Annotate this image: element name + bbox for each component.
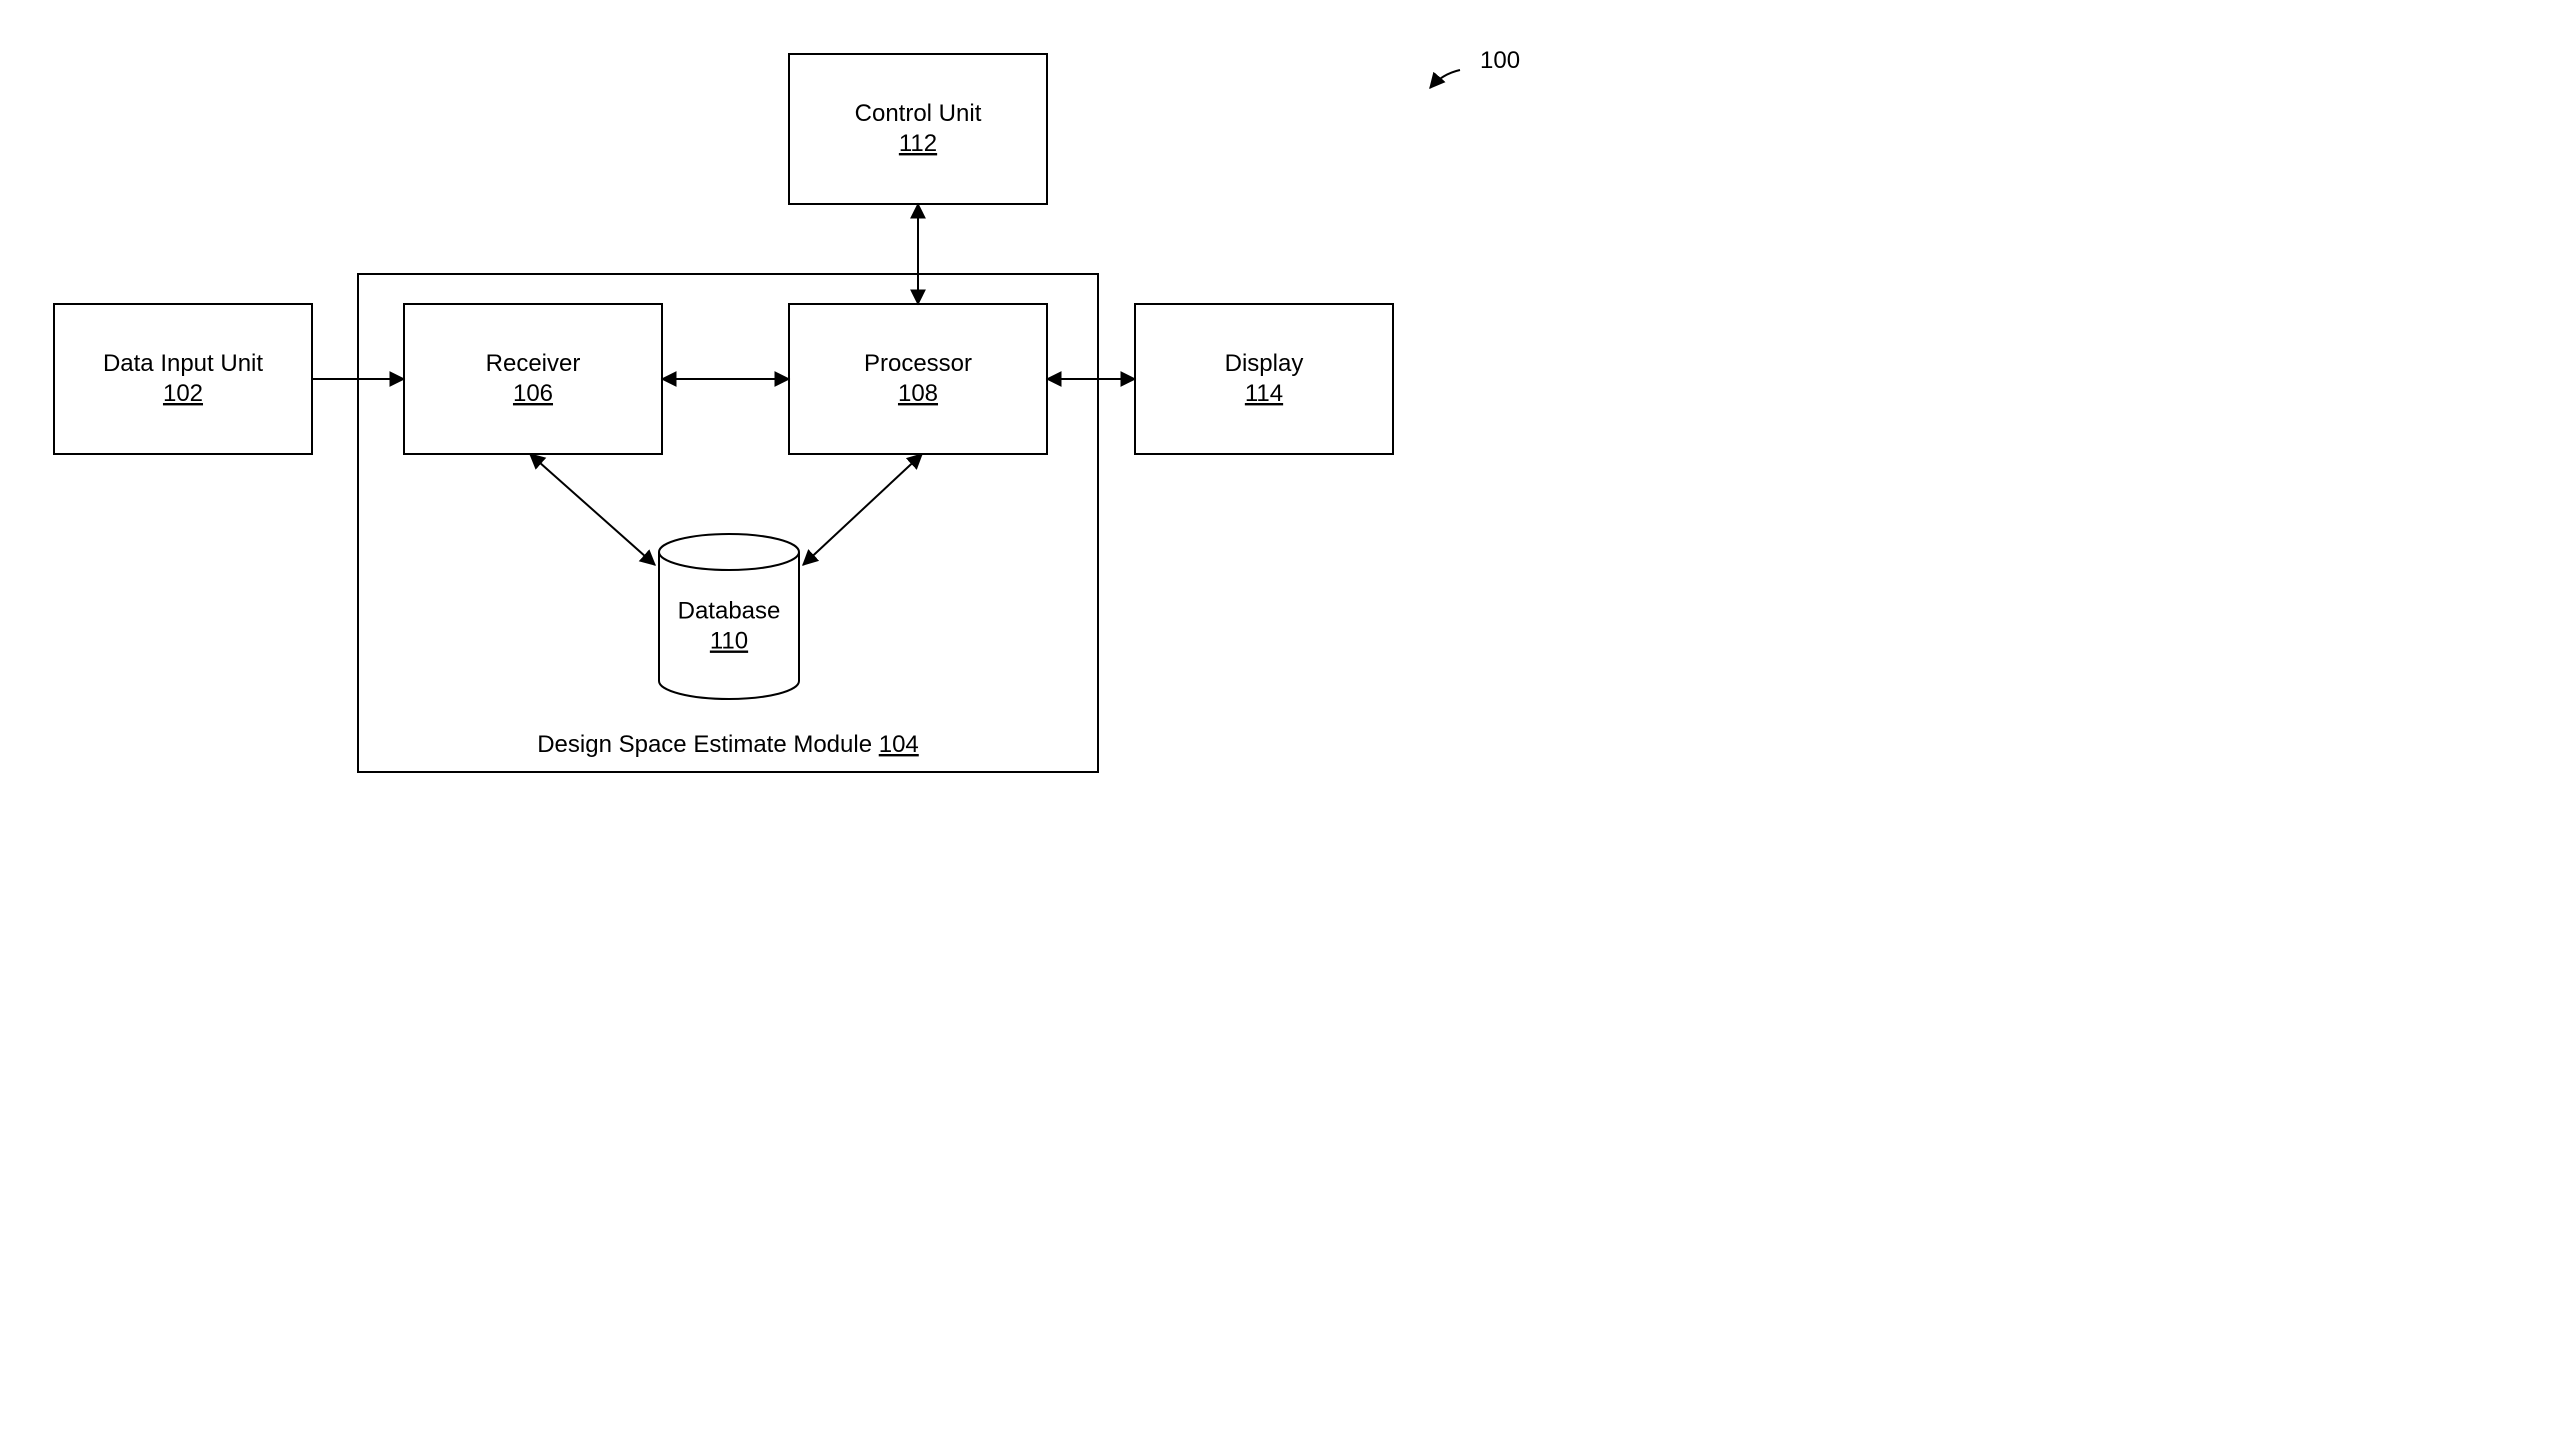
node-control: Control Unit 112 — [789, 54, 1047, 204]
node-database: Database 110 — [659, 534, 799, 699]
node-label: Processor — [864, 350, 972, 377]
edge-processor-database — [803, 454, 922, 565]
node-label: Data Input Unit — [103, 350, 263, 377]
edge-receiver-database — [530, 454, 655, 565]
node-label: Display — [1225, 350, 1304, 377]
node-input: Data Input Unit 102 — [54, 304, 312, 454]
node-label: Database — [678, 598, 781, 625]
node-ref: 112 — [899, 130, 937, 157]
node-ref: 114 — [1245, 380, 1283, 407]
node-receiver: Receiver 106 — [404, 304, 662, 454]
figure-ref-leader — [1430, 70, 1460, 88]
node-processor: Processor 108 — [789, 304, 1047, 454]
node-ref: 102 — [163, 380, 203, 407]
node-ref: 110 — [710, 628, 748, 655]
module-label: Design Space Estimate Module 104 — [537, 731, 919, 758]
node-label: Control Unit — [855, 100, 982, 127]
node-label: Receiver — [486, 350, 581, 377]
node-ref: 106 — [513, 380, 553, 407]
node-ref: 108 — [898, 380, 938, 407]
figure-ref-label: 100 — [1480, 47, 1520, 74]
node-display: Display 114 — [1135, 304, 1393, 454]
